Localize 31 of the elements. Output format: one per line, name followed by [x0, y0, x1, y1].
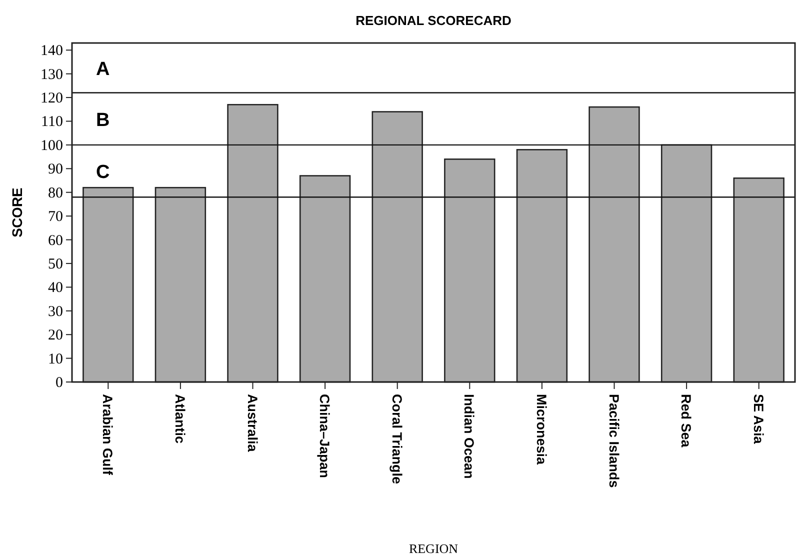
y-tick-label: 40 [48, 280, 63, 296]
y-tick-label: 100 [40, 138, 63, 154]
x-axis-title: REGION [408, 541, 459, 556]
y-tick-label: 140 [40, 43, 63, 60]
y-tick-label: 10 [48, 351, 63, 368]
y-tick-label: 60 [48, 232, 63, 249]
x-tick-label: Pacific Islands [606, 394, 622, 488]
y-tick-label: 0 [56, 375, 63, 391]
x-tick-label: Atlantic [172, 394, 188, 444]
x-tick-label: SE Asia [750, 394, 766, 444]
y-axis-title: SCORE [9, 188, 25, 238]
y-tick-label: 80 [48, 185, 63, 202]
annotation: C [96, 162, 110, 184]
y-tick-label: 130 [40, 66, 63, 83]
x-tick-label: Australia [244, 394, 260, 452]
y-tick-label: 120 [40, 90, 63, 107]
x-tick-label: China–Japan [317, 394, 332, 478]
y-tick-label: 110 [41, 114, 63, 130]
chart-title: REGIONAL SCORECARD [356, 13, 512, 28]
annotation: A [96, 58, 110, 80]
y-tick-label: 30 [48, 304, 63, 320]
x-tick-label: Arabian Gulf [100, 394, 116, 476]
y-tick-label: 70 [48, 209, 63, 226]
y-tick-label: 90 [48, 162, 63, 178]
x-tick-label: Coral Triangle [389, 394, 404, 485]
x-tick-label: Indian Ocean [462, 394, 477, 479]
x-tick-label: Micronesia [534, 394, 549, 466]
y-tick-label: 50 [48, 256, 63, 272]
y-tick-label: 20 [48, 328, 63, 344]
annotation: B [96, 110, 110, 131]
x-tick-label: Red Sea [678, 394, 694, 448]
